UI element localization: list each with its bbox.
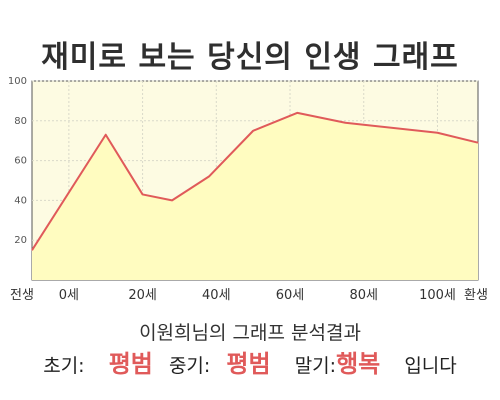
data-point xyxy=(477,142,479,144)
x-tick-label: 환생 xyxy=(464,288,488,303)
x-tick-label: 60세 xyxy=(276,288,305,303)
chart-title: 재미로 보는 당신의 인생 그래프 xyxy=(41,40,459,75)
y-tick-label: 80 xyxy=(14,116,27,127)
life-graph-chart: 20 40 60 80 100 전생 0세 20세 40세 60세 80세 100세 환생 xyxy=(8,76,488,303)
life-area-fill xyxy=(32,112,478,280)
x-tick-label: 0세 xyxy=(59,288,79,303)
late-stage-label: 말기: xyxy=(294,355,337,377)
data-point xyxy=(171,199,173,201)
stage-results: 초기: 평범 중기: 평범 말기:행복 입니다 xyxy=(0,344,500,379)
data-point xyxy=(142,193,144,195)
y-tick-label: 40 xyxy=(14,195,27,206)
closing-text: 입니다 xyxy=(404,355,457,377)
middle-stage-value: 평범 xyxy=(226,350,271,378)
late-stage-value: 행복 xyxy=(336,350,381,378)
x-tick-label: 20세 xyxy=(128,288,157,303)
life-line xyxy=(31,111,479,251)
analysis-summary: 이원희님의 그래프 분석결과 xyxy=(139,322,361,344)
data-point xyxy=(208,176,210,178)
data-point xyxy=(105,134,107,136)
y-tick-label: 60 xyxy=(14,156,27,167)
data-point xyxy=(344,122,346,124)
data-point xyxy=(436,132,438,134)
early-stage-label: 초기: xyxy=(43,355,85,377)
data-point xyxy=(31,249,33,251)
x-tick-label: 80세 xyxy=(349,288,378,303)
x-tick-label: 전생 xyxy=(10,288,34,303)
data-point xyxy=(252,130,254,132)
x-tick-label: 100세 xyxy=(419,288,456,303)
x-tick-label: 40세 xyxy=(202,288,231,303)
early-stage-value: 평범 xyxy=(108,350,153,378)
y-tick-label: 20 xyxy=(14,235,27,246)
data-point xyxy=(296,112,298,114)
y-tick-label: 100 xyxy=(8,76,27,87)
middle-stage-label: 중기: xyxy=(168,355,211,377)
